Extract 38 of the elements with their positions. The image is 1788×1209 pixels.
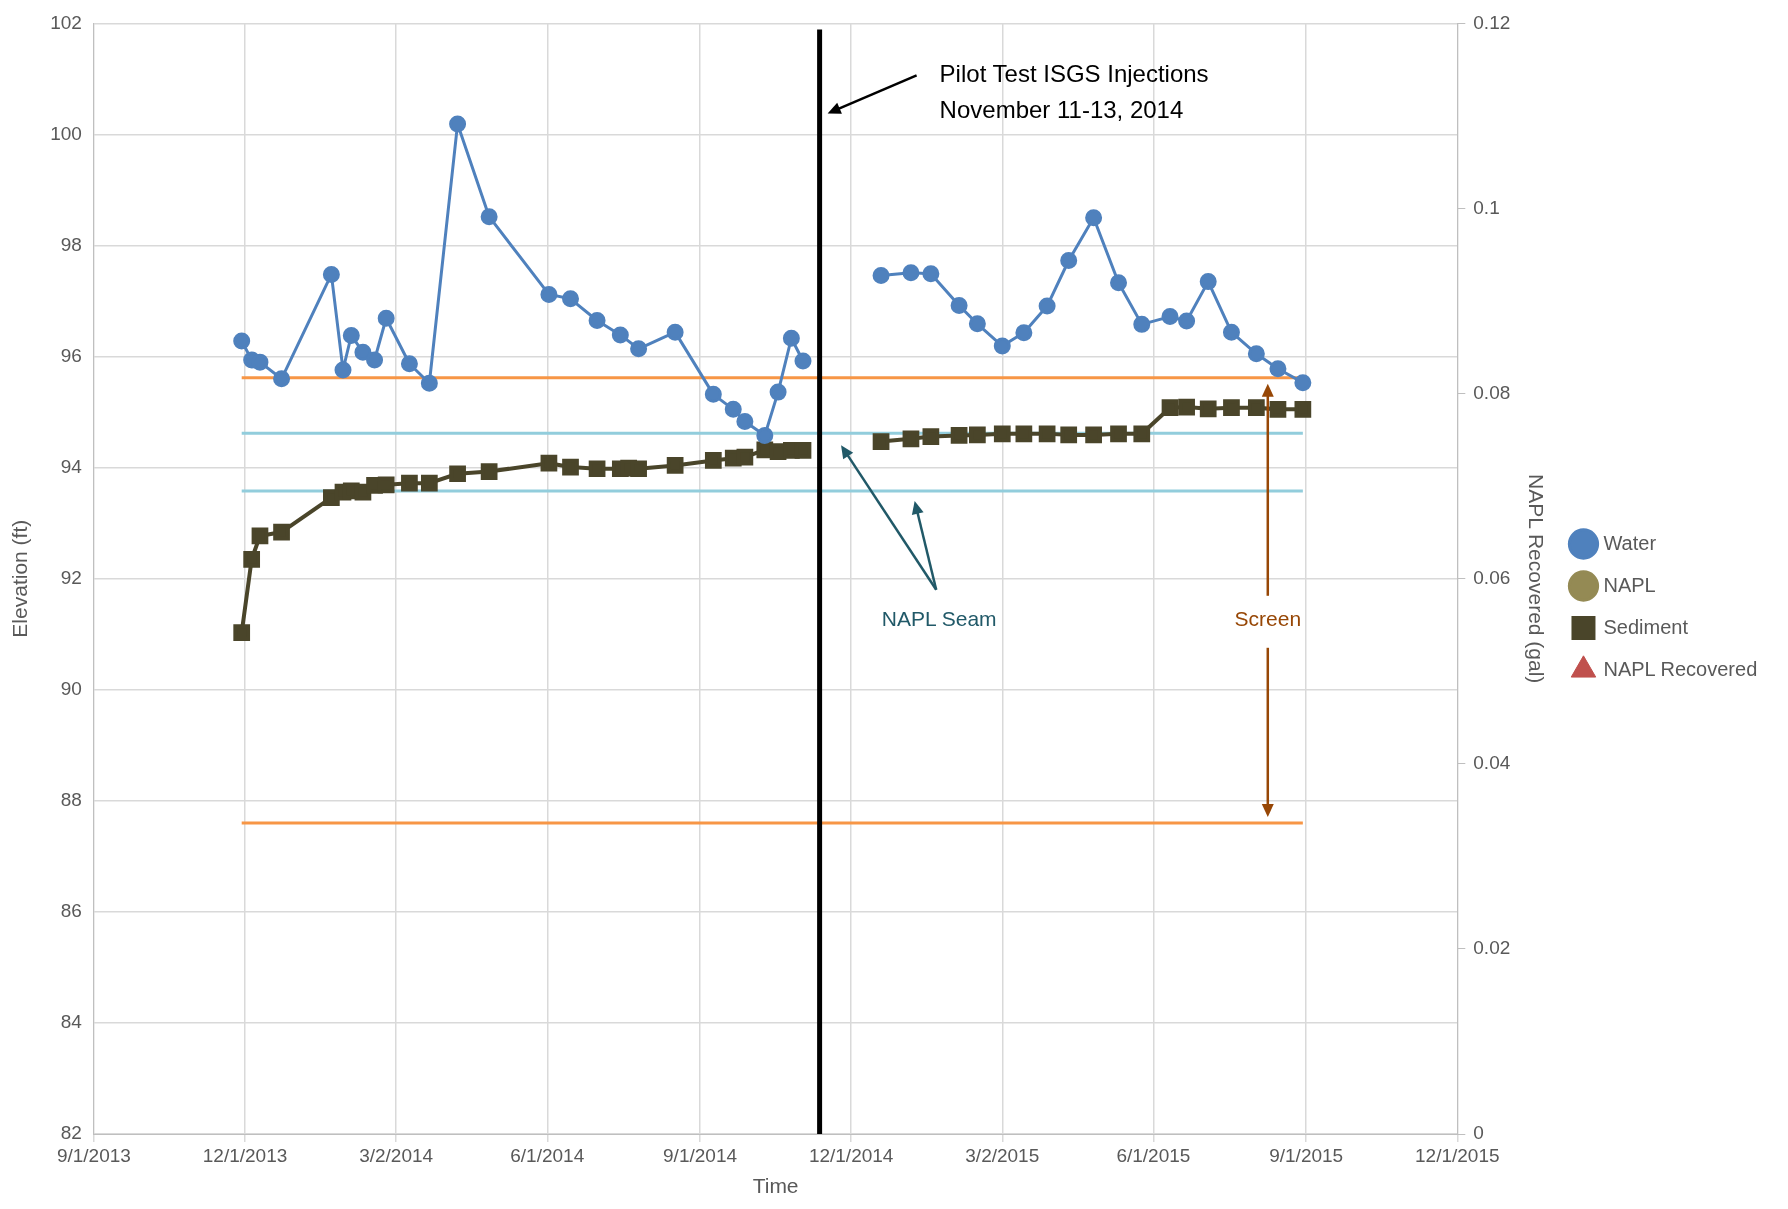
annotation: Screen bbox=[1234, 606, 1302, 630]
annotation: Pilot Test ISGS Injections November 11-13, 2014 bbox=[939, 60, 1209, 124]
y2-tick-label: 0.1 bbox=[1473, 196, 1500, 218]
y-tick-label: 86 bbox=[60, 900, 82, 922]
y-tick-label: 82 bbox=[60, 1122, 82, 1144]
y2-tick-label: 0.12 bbox=[1473, 11, 1511, 33]
y-tick-label: 84 bbox=[60, 1011, 83, 1033]
y2-tick-label: 0.06 bbox=[1473, 566, 1511, 588]
legend-label: NAPL bbox=[1603, 573, 1656, 596]
x-tick-label: 6/1/2014 bbox=[510, 1144, 585, 1166]
x-tick-label: 9/1/2014 bbox=[663, 1144, 738, 1166]
y2-axis-title: NAPL Recovered (gal) bbox=[1525, 474, 1549, 684]
y-tick-label: 100 bbox=[50, 122, 82, 144]
x-tick-label: 12/1/2014 bbox=[808, 1144, 894, 1166]
y-tick-label: 92 bbox=[60, 566, 82, 588]
x-tick-label: 6/1/2015 bbox=[1116, 1144, 1191, 1166]
x-tick-label: 3/2/2015 bbox=[965, 1144, 1040, 1166]
y-tick-label: 98 bbox=[60, 233, 82, 255]
x-tick-label: 3/2/2014 bbox=[359, 1144, 434, 1166]
x-tick-label: 9/1/2015 bbox=[1269, 1144, 1344, 1166]
y-tick-label: 90 bbox=[60, 677, 82, 699]
y-tick-label: 102 bbox=[50, 11, 82, 33]
annotation: NAPL Seam bbox=[881, 606, 997, 630]
legend-label: NAPL Recovered bbox=[1603, 657, 1758, 680]
legend-label: Water bbox=[1603, 531, 1657, 554]
x-tick-label: 12/1/2015 bbox=[1415, 1144, 1500, 1166]
y-axis-title: Elevation (ft) bbox=[8, 519, 32, 638]
y2-tick-label: 0.08 bbox=[1473, 381, 1511, 403]
y2-tick-label: 0.04 bbox=[1473, 752, 1511, 774]
y-tick-label: 88 bbox=[60, 789, 82, 811]
y-tick-label: 94 bbox=[60, 455, 83, 477]
y2-tick-label: 0 bbox=[1473, 1122, 1484, 1144]
legend-label: Sediment bbox=[1603, 615, 1689, 638]
y-tick-label: 96 bbox=[60, 344, 82, 366]
y2-tick-label: 0.02 bbox=[1473, 937, 1511, 959]
x-axis-title: Time bbox=[752, 1174, 799, 1198]
x-tick-label: 9/1/2013 bbox=[56, 1144, 131, 1166]
x-tick-label: 12/1/2013 bbox=[202, 1144, 288, 1166]
